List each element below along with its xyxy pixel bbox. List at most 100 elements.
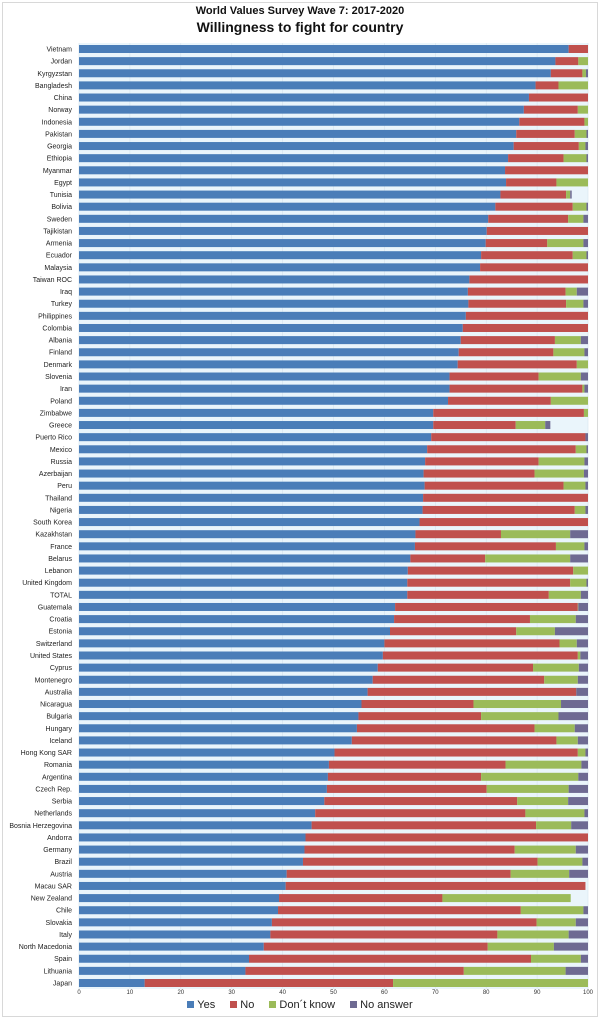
bar-segment-yes [79, 251, 482, 260]
bar-segment-yes [79, 615, 395, 624]
bar-segment-dont-know [556, 736, 578, 745]
category-label: Guatemala [38, 604, 72, 611]
bar-segment-yes [79, 675, 373, 684]
category-label: Italy [59, 932, 72, 939]
category-label: Austria [50, 871, 72, 878]
bar-segment-dont-know [573, 566, 588, 575]
category-label: Czech Rep. [35, 786, 72, 793]
category-label: United Kingdom [22, 580, 72, 587]
bar-segment-yes [79, 542, 415, 551]
category-label: Indonesia [42, 119, 72, 126]
bar-segment-no [407, 566, 574, 575]
category-label: Pakistan [45, 131, 72, 138]
bar-segment-dont-know [463, 966, 566, 975]
bar-segment-no-answer [586, 251, 588, 260]
category-label: Lebanon [45, 568, 72, 575]
bar-segment-no [270, 930, 498, 939]
legend-label: Yes [197, 999, 216, 1011]
bar-segment-yes [79, 809, 316, 818]
category-label: Slovenia [45, 374, 72, 381]
bar-segment-no-answer [586, 202, 588, 211]
bar-segment-yes [79, 639, 385, 648]
bar-segment-no-answer [586, 129, 588, 138]
category-label: Ecuador [46, 253, 73, 260]
bar-segment-yes [79, 481, 425, 490]
bar-segment-no [480, 263, 588, 272]
bar-segment-dont-know [566, 299, 584, 308]
bar-segment-no-answer [583, 214, 588, 223]
legend-swatch-no-answer [350, 1001, 358, 1008]
bar-segment-no [469, 275, 588, 284]
bar-segment-yes [79, 348, 459, 357]
bar-segment-yes [79, 894, 280, 903]
bar-segment-dont-know [486, 784, 569, 793]
bar-segment-no [505, 166, 588, 175]
bar-segment-no [506, 178, 557, 187]
bar-segment-no-answer [576, 287, 588, 296]
bar-segment-no [351, 736, 557, 745]
bar-segment-yes [79, 360, 458, 369]
category-label: Cyprus [50, 665, 73, 672]
bar-segment-no [263, 942, 488, 951]
bar-segment-yes [79, 263, 481, 272]
category-label: Spain [54, 956, 72, 963]
bar-segment-yes [79, 518, 420, 527]
category-label: Bangladesh [35, 83, 72, 90]
bar-segment-no [513, 142, 579, 151]
bar-segment-dont-know [537, 857, 583, 866]
bar-segment-no [315, 809, 526, 818]
bar-segment-no [407, 578, 571, 587]
legend-item-yes: Yes [187, 999, 215, 1011]
bar-segment-no [278, 906, 521, 915]
bar-segment-no [462, 323, 588, 332]
bar-segment-no [324, 797, 518, 806]
bar-segment-yes [79, 627, 390, 636]
bar-segment-no [427, 445, 576, 454]
category-label: Belarus [48, 556, 72, 563]
bar-segment-no [424, 481, 564, 490]
category-label: Argentina [42, 774, 72, 781]
x-tick-label: 40 [279, 990, 286, 996]
bar-segment-dont-know [572, 251, 587, 260]
category-label: Armenia [46, 241, 72, 248]
category-label: Colombia [42, 325, 72, 332]
bar-segment-no [516, 129, 575, 138]
bar-segment-dont-know [525, 809, 585, 818]
bar-segment-no-answer [580, 372, 588, 381]
bar-segment-yes [79, 445, 428, 454]
bar-segment-dont-know [536, 821, 572, 830]
bar-segment-no [423, 493, 588, 502]
bar-segment-no [410, 554, 486, 563]
x-tick-label: 90 [534, 990, 541, 996]
category-label: Bulgaria [46, 714, 72, 721]
bar-segment-no [468, 299, 567, 308]
bar-segment-no [555, 57, 579, 66]
category-label: Serbia [52, 799, 72, 806]
category-label: Nicaragua [40, 702, 72, 709]
bar-segment-dont-know [563, 481, 586, 490]
bar-segment-yes [79, 748, 335, 757]
bar-segment-yes [79, 433, 432, 442]
category-label: Montenegro [35, 677, 72, 684]
category-label: Malaysia [44, 265, 72, 272]
bar-segment-dont-know [568, 214, 584, 223]
bar-segment-dont-know [538, 457, 585, 466]
category-label: Kyrgyzstan [37, 71, 72, 78]
bar-segment-yes [79, 966, 246, 975]
bar-segment-dont-know [550, 396, 588, 405]
bar-segment-yes [79, 336, 461, 345]
bar-segment-yes [79, 700, 362, 709]
bar-segment-no [500, 190, 567, 199]
bar-segment-no [458, 348, 554, 357]
bar-segment-yes [79, 906, 279, 915]
bar-segment-dont-know [577, 748, 586, 757]
bar-segment-no-answer [575, 615, 588, 624]
bar-segment-dont-know [582, 69, 586, 78]
bar-segment-no [535, 81, 559, 90]
bar-segment-dont-know [574, 505, 586, 514]
bar-segment-no [245, 966, 464, 975]
bar-segment-yes [79, 712, 359, 721]
bar-segment-yes [79, 797, 325, 806]
bar-segment-yes [79, 396, 449, 405]
bar-segment-dont-know [574, 129, 587, 138]
